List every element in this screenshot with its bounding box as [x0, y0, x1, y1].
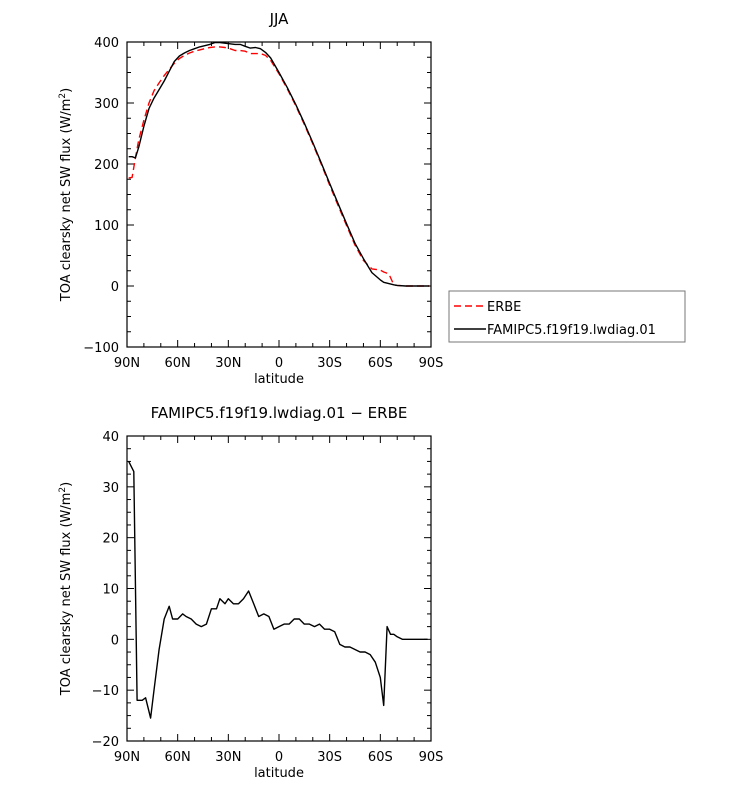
top-series-line-0 [128, 46, 430, 287]
bottom-xtick-label: 30N [215, 750, 241, 765]
bottom-chart: −20 −10 0 10 20 30 40 90N 60N 30N 0 30S 60S 90S FAMIPC… [92, 404, 444, 781]
top-xtick-label: 60N [165, 356, 191, 371]
bottom-xtick-label: 90S [419, 750, 444, 765]
bottom-ytick-label: −10 [92, 684, 119, 699]
legend-label-1: FAMIPC5.f19f19.lwdiag.01 [487, 323, 656, 338]
top-plot-frame [126, 41, 432, 348]
legend: ERBE FAMIPC5.f19f19.lwdiag.01 [448, 290, 686, 343]
top-xtick-label: 60S [368, 356, 393, 371]
top-ytick-label: 300 [94, 97, 119, 112]
bottom-chart-title: FAMIPC5.f19f19.lwdiag.01 − ERBE [151, 404, 408, 422]
bottom-y-axis-label: TOA clearsky net SW flux (W/m2) [58, 482, 74, 696]
bottom-xtick-label: 0 [275, 750, 283, 765]
top-y-axis-label: TOA clearsky net SW flux (W/m2) [58, 88, 74, 302]
bottom-series-line-0 [128, 461, 428, 719]
bottom-ytick-label: 10 [102, 583, 119, 598]
bottom-plot-frame [126, 435, 432, 742]
top-chart: −100 0 100 200 300 400 90N 60N 30N 0 30S 60S 90S JJA l… [83, 10, 686, 387]
bottom-xtick-label: 60N [165, 750, 191, 765]
top-ytick-label: 100 [94, 219, 119, 234]
top-ytick-label: −100 [83, 341, 119, 356]
bottom-xtick-label: 90N [114, 750, 140, 765]
top-xtick-label: 90N [114, 356, 140, 371]
legend-label-0: ERBE [487, 300, 521, 315]
top-ytick-label: 200 [94, 158, 119, 173]
top-xtick-label: 30N [215, 356, 241, 371]
top-x-axis-label: latitude [254, 372, 304, 387]
bottom-x-axis-label: latitude [254, 766, 304, 781]
top-ytick-label: 400 [94, 36, 119, 51]
bottom-ytick-label: 30 [102, 481, 119, 496]
bottom-ytick-label: 20 [102, 532, 119, 547]
top-ytick-label: 0 [111, 280, 119, 295]
bottom-xtick-label: 30S [317, 750, 342, 765]
top-series-line-1 [128, 41, 430, 287]
bottom-ytick-label: 40 [102, 430, 119, 445]
bottom-xtick-label: 60S [368, 750, 393, 765]
top-xtick-label: 0 [275, 356, 283, 371]
top-chart-title: JJA [269, 10, 290, 28]
top-xtick-label: 30S [317, 356, 342, 371]
top-xtick-label: 90S [419, 356, 444, 371]
bottom-ytick-label: 0 [111, 633, 119, 648]
legend-box [448, 290, 686, 343]
bottom-ytick-label: −20 [92, 735, 119, 750]
